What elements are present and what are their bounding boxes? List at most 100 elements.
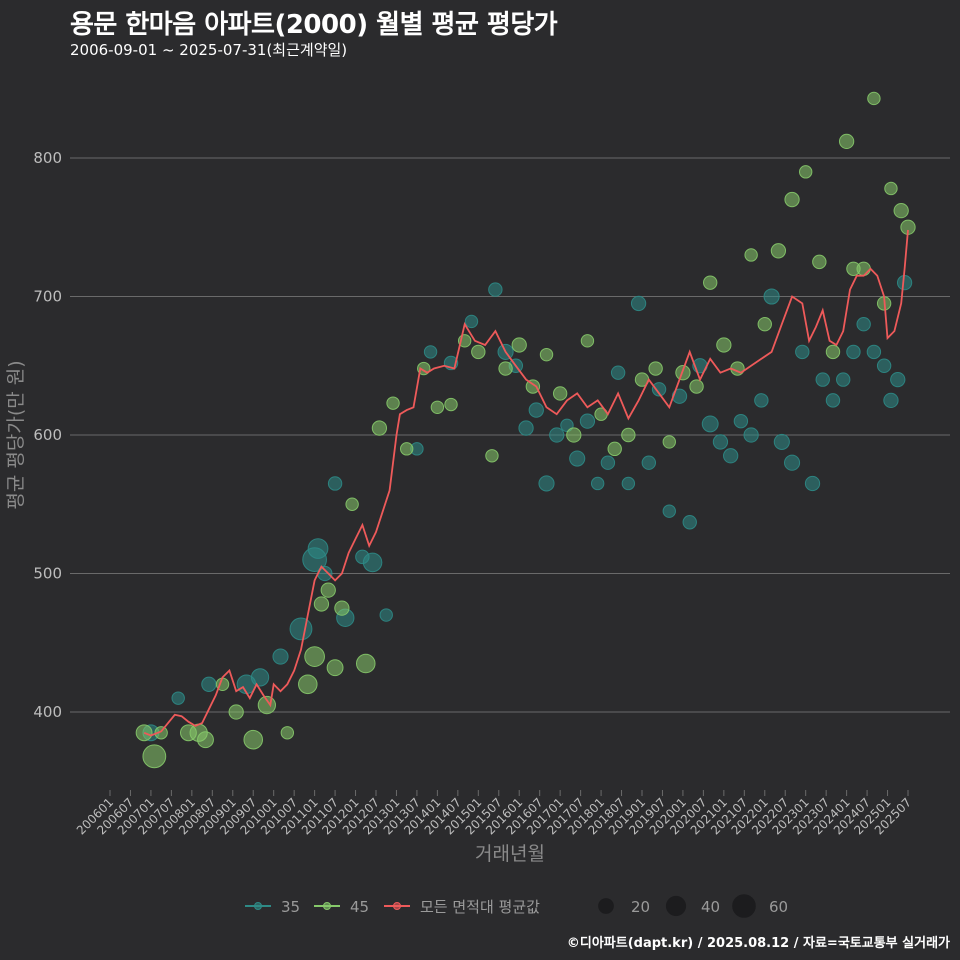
- series-35-point: [754, 393, 769, 408]
- legend-label: 모든 면적대 평균값: [420, 898, 540, 916]
- series-35-point: [701, 415, 719, 433]
- series-35-point: [876, 358, 892, 373]
- series-35-point: [579, 413, 596, 429]
- series-45-point: [566, 427, 582, 443]
- series-35-point: [569, 450, 586, 467]
- series-45-point: [371, 420, 388, 436]
- y-axis-ticks: 400 500 600 700 800: [33, 149, 62, 721]
- y-tick-label: 800: [33, 149, 62, 167]
- chart-title: 용문 한마음 아파트(2000) 월별 평균 평당가: [70, 10, 558, 40]
- series-35-point: [682, 515, 697, 530]
- series-45-point: [703, 275, 718, 290]
- series-45-point: [689, 379, 704, 394]
- series-45-point: [884, 181, 898, 196]
- series-45-point: [326, 659, 344, 677]
- series-45-point: [154, 726, 168, 740]
- series-45-point: [313, 596, 330, 612]
- series-45-point: [825, 344, 841, 360]
- series-45-point: [893, 202, 909, 219]
- series-45-point: [280, 726, 295, 740]
- series-45-point: [525, 379, 541, 394]
- series-45-point: [135, 724, 153, 742]
- series-35-point: [201, 676, 217, 692]
- series-35-point: [549, 427, 565, 443]
- series-45-point: [812, 254, 827, 270]
- series-45-point: [511, 337, 527, 353]
- series-35-point: [423, 345, 438, 359]
- source-caption: ©디아파트(dapt.kr) / 2025.08.12 / 자료=국토교통부 실…: [566, 936, 950, 951]
- y-tick-label: 500: [33, 565, 62, 583]
- series-45-point: [142, 744, 167, 769]
- series-35-point: [600, 455, 616, 470]
- legend-size-label: 40: [701, 898, 720, 916]
- series-35-point: [846, 344, 861, 360]
- legend-size-label: 20: [631, 898, 650, 916]
- series-45-point: [355, 653, 376, 674]
- series-45-point: [386, 396, 400, 410]
- series-35-point: [883, 392, 899, 409]
- series-35-point: [662, 504, 676, 518]
- series-45-point: [744, 248, 758, 262]
- series-45-point: [716, 337, 732, 353]
- series-35-point: [327, 476, 343, 491]
- series-45-point: [430, 400, 445, 414]
- legend-size-circle: [732, 894, 756, 918]
- series-35-point: [488, 282, 503, 297]
- series-35-point: [651, 382, 667, 397]
- series-35-point: [890, 371, 906, 388]
- series-45-point: [552, 386, 568, 401]
- series-45-point: [197, 731, 214, 749]
- legend-size-label: 60: [769, 898, 788, 916]
- legend: 35 45 모든 면적대 평균값 20 40 60: [245, 894, 788, 918]
- y-tick-label: 700: [33, 288, 62, 306]
- series-45-point: [648, 361, 663, 376]
- series-35-point: [538, 475, 555, 492]
- series-35-point: [783, 454, 801, 471]
- series-35-point: [671, 388, 688, 404]
- series-35-point: [733, 413, 749, 429]
- series-35-point: [804, 475, 821, 492]
- series-35-point: [836, 372, 851, 387]
- series-35-point: [630, 295, 647, 312]
- series-35-point: [621, 476, 636, 491]
- series-45-point: [304, 646, 325, 667]
- series-35-point: [866, 344, 882, 360]
- series-35-points: [142, 275, 913, 742]
- series-45-point: [784, 191, 800, 208]
- series-45-point: [607, 441, 622, 457]
- legend-label: 35: [281, 898, 300, 916]
- series-45-point: [662, 435, 676, 449]
- series-45-point: [243, 729, 264, 750]
- legend-swatch-point: [254, 902, 262, 910]
- y-axis-label: 평균 평당가(만 원): [5, 360, 27, 509]
- legend-swatch-point: [393, 902, 401, 910]
- series-35-point: [379, 608, 393, 622]
- series-35-point: [825, 393, 841, 408]
- series-35-point: [712, 434, 729, 450]
- series-35-point: [815, 372, 830, 387]
- series-35-point: [763, 288, 780, 305]
- series-35-point: [795, 344, 810, 360]
- series-45-point: [867, 91, 881, 106]
- y-tick-label: 400: [33, 703, 62, 721]
- series-35-point: [773, 433, 790, 450]
- series-45-point: [228, 704, 244, 720]
- series-35-point: [362, 552, 383, 573]
- x-axis-label: 거래년월: [475, 843, 545, 865]
- series-45-point: [498, 361, 513, 376]
- chart-subtitle: 2006-09-01 ~ 2025-07-31(최근계약일): [70, 41, 348, 59]
- x-axis-ticks: 2006012006072007012007072008012008072009…: [74, 790, 914, 838]
- series-35-point: [518, 420, 534, 436]
- series-45-point: [334, 600, 350, 616]
- series-45-point: [856, 261, 871, 276]
- series-35-point: [856, 317, 871, 332]
- series-35-point: [272, 648, 289, 665]
- series-45-point: [345, 497, 359, 511]
- series-45-point: [444, 397, 458, 412]
- series-45-point: [770, 243, 787, 259]
- series-45-point: [539, 347, 554, 362]
- average-line: [143, 229, 909, 737]
- y-tick-label: 600: [33, 426, 62, 444]
- series-35-point: [610, 365, 626, 380]
